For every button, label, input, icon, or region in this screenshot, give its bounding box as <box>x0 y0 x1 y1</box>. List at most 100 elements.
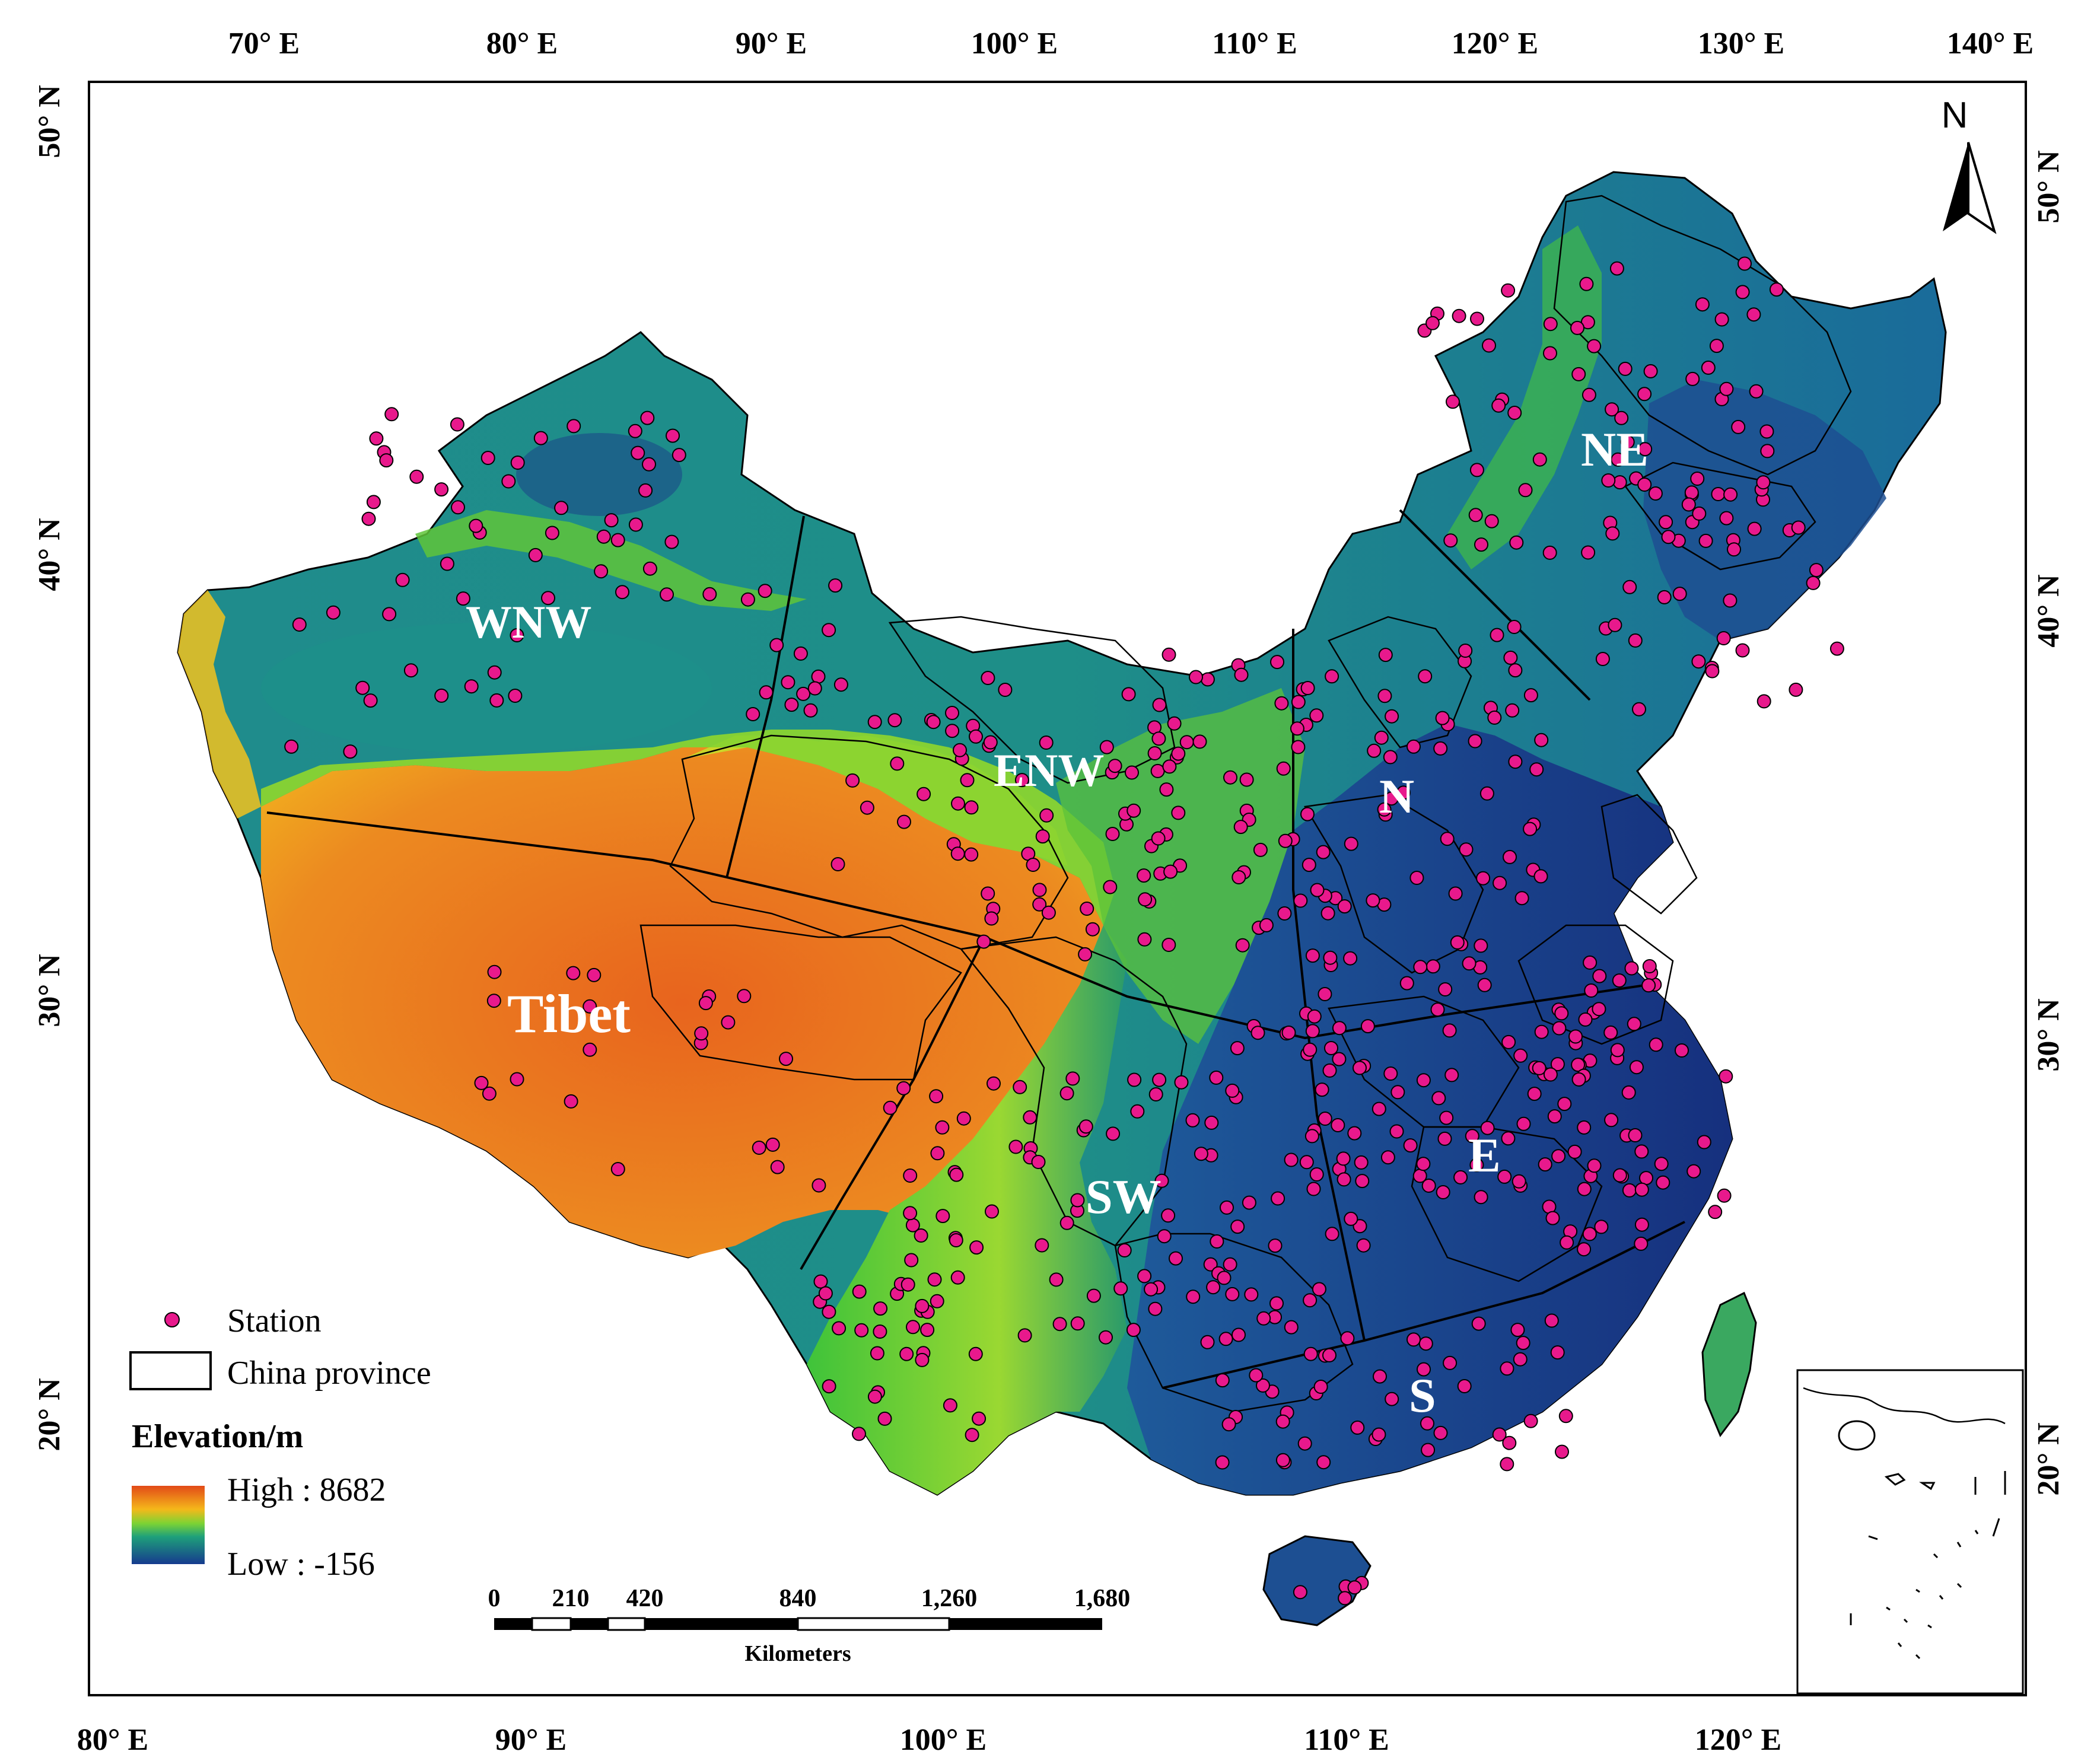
station-marker <box>1708 1205 1723 1219</box>
station-marker <box>1070 1316 1085 1331</box>
station-marker <box>1527 1087 1542 1101</box>
station-marker <box>587 967 602 982</box>
station-marker <box>1618 361 1633 376</box>
station-marker <box>1108 759 1122 773</box>
station-marker <box>833 677 848 692</box>
station-marker <box>1148 1301 1163 1316</box>
station-marker <box>1399 976 1414 991</box>
station-marker <box>1416 1157 1431 1171</box>
scale-tick-1260: 1,260 <box>921 1585 978 1612</box>
legend-station-icon <box>164 1312 180 1327</box>
station-marker <box>1221 1417 1236 1432</box>
station-marker <box>1587 339 1602 354</box>
station-marker <box>1256 1378 1270 1393</box>
station-marker <box>1577 1182 1592 1196</box>
station-marker <box>1126 1323 1141 1338</box>
station-marker <box>1458 644 1473 658</box>
left-axis: 50° N 40° N 30° N 20° N <box>33 85 66 1451</box>
station-marker <box>1309 1167 1324 1182</box>
station-marker <box>1373 1369 1387 1384</box>
station-marker <box>1099 1330 1113 1345</box>
station-marker <box>369 431 384 446</box>
station-marker <box>1538 1157 1552 1172</box>
station-marker <box>1185 1113 1200 1128</box>
station-marker <box>1377 802 1392 817</box>
station-marker <box>1448 886 1463 901</box>
station-marker <box>1474 1190 1488 1205</box>
station-marker <box>927 1272 942 1287</box>
legend-low-label: Low : -156 <box>227 1546 375 1582</box>
station-marker <box>1555 1444 1569 1459</box>
province-outline <box>1553 195 1852 476</box>
station-layer <box>284 256 1844 1606</box>
station-marker <box>1513 1352 1528 1367</box>
station-marker <box>642 561 657 576</box>
station-marker <box>929 1089 944 1104</box>
scale-segment <box>571 1618 608 1630</box>
station-marker <box>852 1284 867 1299</box>
station-marker <box>1284 1320 1299 1335</box>
station-marker <box>1608 617 1622 632</box>
scale-segment <box>494 1618 532 1630</box>
station-marker <box>1239 772 1254 787</box>
station-marker <box>1695 297 1710 312</box>
station-marker <box>1354 1155 1369 1170</box>
station-marker <box>1125 765 1139 780</box>
station-marker <box>1457 1379 1472 1393</box>
station-marker <box>1637 477 1652 492</box>
station-marker <box>1026 858 1040 872</box>
station-marker <box>1356 1238 1371 1253</box>
province-outline <box>1328 995 1520 1128</box>
station-marker <box>1137 868 1151 883</box>
station-marker <box>759 685 774 700</box>
station-marker <box>1383 1066 1398 1081</box>
station-marker <box>1244 1287 1259 1302</box>
station-marker <box>1474 537 1488 552</box>
station-marker <box>1189 670 1203 684</box>
station-marker <box>1719 511 1734 526</box>
legend: Station China province Elevation/m High … <box>129 1303 431 1582</box>
station-marker <box>1032 897 1047 912</box>
station-marker <box>1547 1109 1562 1124</box>
station-marker <box>1274 696 1289 711</box>
station-marker <box>1223 770 1237 785</box>
station-marker <box>1685 371 1700 386</box>
station-marker <box>594 564 609 579</box>
station-marker <box>818 1286 833 1301</box>
station-marker <box>1103 880 1118 894</box>
station-marker <box>949 1233 963 1247</box>
station-marker <box>1385 709 1399 724</box>
station-marker <box>1008 1139 1023 1154</box>
station-marker <box>1306 1182 1321 1196</box>
station-marker <box>1723 593 1738 608</box>
top-axis-label: 100° E <box>971 27 1058 61</box>
station-marker <box>1584 983 1599 998</box>
station-marker <box>1278 833 1293 848</box>
station-marker <box>510 456 525 470</box>
station-marker <box>1442 1023 1457 1038</box>
station-marker <box>1654 1157 1669 1171</box>
station-marker <box>343 744 358 759</box>
station-marker <box>508 689 523 703</box>
legend-province-icon <box>129 1351 212 1390</box>
station-marker <box>610 1162 625 1176</box>
station-marker <box>1649 1037 1663 1052</box>
station-marker <box>1534 1024 1549 1039</box>
station-marker <box>1167 716 1182 731</box>
station-marker <box>830 857 845 871</box>
station-marker <box>1544 1313 1559 1328</box>
station-marker <box>746 707 760 721</box>
station-marker <box>1634 1144 1649 1159</box>
station-marker <box>1468 508 1483 523</box>
station-marker <box>812 1178 826 1193</box>
station-marker <box>903 1206 918 1221</box>
station-marker <box>1571 367 1586 381</box>
station-marker <box>1035 829 1050 844</box>
station-marker <box>1550 1057 1565 1072</box>
station-marker <box>1605 402 1619 417</box>
station-marker <box>951 796 965 811</box>
province-outline <box>1328 616 1472 749</box>
legend-high-label: High : 8682 <box>227 1472 386 1508</box>
station-marker <box>628 517 643 532</box>
station-marker <box>1137 1269 1152 1284</box>
